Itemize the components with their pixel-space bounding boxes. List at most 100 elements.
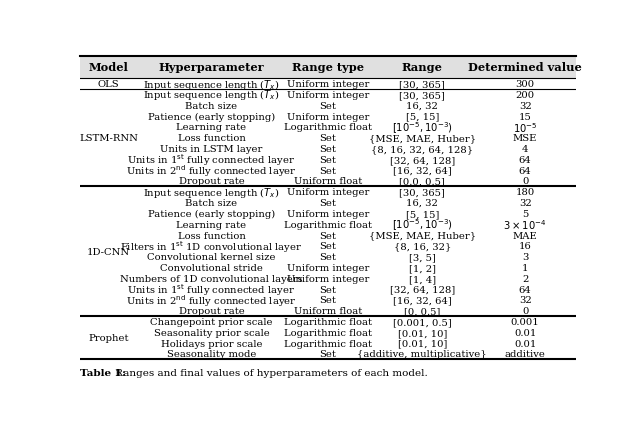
Text: Set: Set xyxy=(319,166,337,175)
Text: $3 \times 10^{-4}$: $3 \times 10^{-4}$ xyxy=(504,218,547,232)
Text: 180: 180 xyxy=(516,188,535,197)
Text: Loss function: Loss function xyxy=(177,231,245,240)
Text: Uniform integer: Uniform integer xyxy=(287,112,369,121)
Text: 16: 16 xyxy=(519,242,532,251)
Text: Loss function: Loss function xyxy=(177,134,245,143)
Text: 32: 32 xyxy=(519,296,532,305)
Text: Filters in 1$^{\mathrm{st}}$ 1D convolutional layer: Filters in 1$^{\mathrm{st}}$ 1D convolut… xyxy=(120,238,303,254)
Text: Set: Set xyxy=(319,101,337,111)
Text: Logarithmic float: Logarithmic float xyxy=(284,328,372,337)
Text: Dropout rate: Dropout rate xyxy=(179,307,244,316)
Text: MAE: MAE xyxy=(513,231,538,240)
Text: LSTM-RNN: LSTM-RNN xyxy=(79,134,138,143)
Text: [0.01, 10]: [0.01, 10] xyxy=(397,328,447,337)
Text: Batch size: Batch size xyxy=(186,199,237,208)
Text: 200: 200 xyxy=(516,91,535,100)
Text: 15: 15 xyxy=(519,112,532,121)
Text: Holidays prior scale: Holidays prior scale xyxy=(161,339,262,348)
Text: 32: 32 xyxy=(519,101,532,111)
Text: [16, 32, 64]: [16, 32, 64] xyxy=(393,166,452,175)
Text: Seasonality prior scale: Seasonality prior scale xyxy=(154,328,269,337)
Text: [32, 64, 128]: [32, 64, 128] xyxy=(390,285,455,294)
Text: Patience (early stopping): Patience (early stopping) xyxy=(148,112,275,121)
Text: Set: Set xyxy=(319,296,337,305)
Text: [16, 32, 64]: [16, 32, 64] xyxy=(393,296,452,305)
Text: [0.0, 0.5]: [0.0, 0.5] xyxy=(399,177,445,186)
Text: Logarithmic float: Logarithmic float xyxy=(284,220,372,229)
Bar xyxy=(80,57,576,79)
Text: Uniform integer: Uniform integer xyxy=(287,91,369,100)
Text: [30, 365]: [30, 365] xyxy=(399,80,445,89)
Text: Dropout rate: Dropout rate xyxy=(179,177,244,186)
Text: [0.01, 10]: [0.01, 10] xyxy=(397,339,447,348)
Text: 0: 0 xyxy=(522,177,529,186)
Text: [30, 365]: [30, 365] xyxy=(399,188,445,197)
Text: Set: Set xyxy=(319,134,337,143)
Text: Set: Set xyxy=(319,285,337,294)
Text: 1D-CNN: 1D-CNN xyxy=(87,247,130,256)
Text: Units in 2$^{\mathrm{nd}}$ fully connected layer: Units in 2$^{\mathrm{nd}}$ fully connect… xyxy=(126,163,297,178)
Text: Numbers of 1D convolutional layers: Numbers of 1D convolutional layers xyxy=(120,274,303,283)
Text: MSE: MSE xyxy=(513,134,538,143)
Text: [0.001, 0.5]: [0.001, 0.5] xyxy=(393,317,452,326)
Text: Units in LSTM layer: Units in LSTM layer xyxy=(160,145,262,154)
Text: Uniform integer: Uniform integer xyxy=(287,80,369,89)
Text: Input sequence length ($T_x$): Input sequence length ($T_x$) xyxy=(143,185,280,200)
Text: Learning rate: Learning rate xyxy=(177,220,246,229)
Text: {8, 16, 32}: {8, 16, 32} xyxy=(394,242,451,251)
Text: $[10^{-5}, 10^{-3})$: $[10^{-5}, 10^{-3})$ xyxy=(392,217,452,233)
Text: Batch size: Batch size xyxy=(186,101,237,111)
Text: 32: 32 xyxy=(519,199,532,208)
Text: Uniform float: Uniform float xyxy=(294,177,362,186)
Text: Units in 1$^{\mathrm{st}}$ fully connected layer: Units in 1$^{\mathrm{st}}$ fully connect… xyxy=(127,282,296,297)
Text: Set: Set xyxy=(319,350,337,359)
Text: 64: 64 xyxy=(519,166,532,175)
Text: [3, 5]: [3, 5] xyxy=(409,252,436,261)
Text: 3: 3 xyxy=(522,252,529,261)
Text: 0.01: 0.01 xyxy=(514,339,536,348)
Text: Range type: Range type xyxy=(292,62,364,73)
Text: Prophet: Prophet xyxy=(88,333,129,342)
Text: Units in 2$^{\mathrm{nd}}$ fully connected layer: Units in 2$^{\mathrm{nd}}$ fully connect… xyxy=(126,292,297,308)
Text: 0.001: 0.001 xyxy=(511,317,540,326)
Text: [5, 15]: [5, 15] xyxy=(406,209,439,218)
Text: Set: Set xyxy=(319,199,337,208)
Text: 0: 0 xyxy=(522,307,529,316)
Text: {8, 16, 32, 64, 128}: {8, 16, 32, 64, 128} xyxy=(371,145,474,154)
Text: {MSE, MAE, Huber}: {MSE, MAE, Huber} xyxy=(369,134,476,143)
Text: Set: Set xyxy=(319,156,337,164)
Text: Input sequence length ($T_x$): Input sequence length ($T_x$) xyxy=(143,77,280,92)
Text: Set: Set xyxy=(319,231,337,240)
Text: Logarithmic float: Logarithmic float xyxy=(284,317,372,326)
Text: [1, 4]: [1, 4] xyxy=(409,274,436,283)
Text: additive: additive xyxy=(505,350,545,359)
Text: OLS: OLS xyxy=(98,80,119,89)
Text: Set: Set xyxy=(319,242,337,251)
Text: [1, 2]: [1, 2] xyxy=(409,263,436,272)
Text: Uniform integer: Uniform integer xyxy=(287,209,369,218)
Text: Set: Set xyxy=(319,252,337,261)
Text: [30, 365]: [30, 365] xyxy=(399,91,445,100)
Text: Uniform integer: Uniform integer xyxy=(287,188,369,197)
Text: 5: 5 xyxy=(522,209,529,218)
Text: 0.01: 0.01 xyxy=(514,328,536,337)
Text: $10^{-5}$: $10^{-5}$ xyxy=(513,121,538,135)
Text: Units in 1$^{\mathrm{st}}$ fully connected layer: Units in 1$^{\mathrm{st}}$ fully connect… xyxy=(127,152,296,168)
Text: Range: Range xyxy=(402,62,443,73)
Text: Logarithmic float: Logarithmic float xyxy=(284,339,372,348)
Text: Table 1:: Table 1: xyxy=(80,368,126,377)
Text: [5, 15]: [5, 15] xyxy=(406,112,439,121)
Text: Hyperparameter: Hyperparameter xyxy=(159,62,264,73)
Text: [32, 64, 128]: [32, 64, 128] xyxy=(390,156,455,164)
Text: $[10^{-5}, 10^{-3})$: $[10^{-5}, 10^{-3})$ xyxy=(392,120,452,135)
Text: 300: 300 xyxy=(516,80,535,89)
Text: Model: Model xyxy=(88,62,129,73)
Text: {MSE, MAE, Huber}: {MSE, MAE, Huber} xyxy=(369,231,476,240)
Text: Logarithmic float: Logarithmic float xyxy=(284,123,372,132)
Text: Convolutional stride: Convolutional stride xyxy=(160,263,263,272)
Text: Learning rate: Learning rate xyxy=(177,123,246,132)
Text: Input sequence length ($T_x$): Input sequence length ($T_x$) xyxy=(143,88,280,102)
Text: 1: 1 xyxy=(522,263,529,272)
Text: Uniform integer: Uniform integer xyxy=(287,263,369,272)
Text: 16, 32: 16, 32 xyxy=(406,101,438,111)
